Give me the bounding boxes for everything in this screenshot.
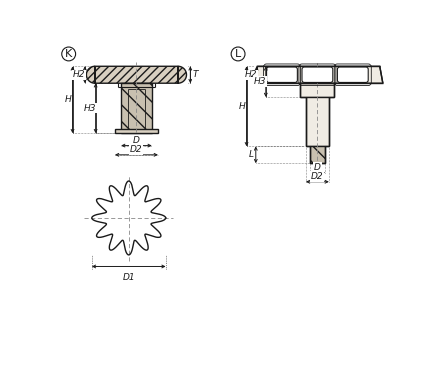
FancyBboxPatch shape: [302, 67, 333, 83]
Text: H: H: [65, 95, 71, 104]
Text: L: L: [249, 150, 254, 159]
Polygon shape: [306, 97, 329, 146]
Text: T: T: [193, 70, 198, 79]
Text: H3: H3: [253, 77, 266, 86]
Text: L: L: [235, 49, 241, 59]
Text: D2: D2: [311, 172, 324, 181]
Text: D1: D1: [123, 273, 135, 282]
Polygon shape: [300, 83, 334, 97]
Text: D: D: [314, 163, 321, 172]
FancyBboxPatch shape: [337, 67, 368, 83]
Text: D2: D2: [130, 145, 143, 154]
Text: H2: H2: [73, 70, 86, 79]
Text: H2: H2: [245, 70, 257, 79]
Text: K: K: [65, 49, 72, 59]
Polygon shape: [86, 66, 187, 83]
Text: H: H: [238, 102, 245, 111]
Polygon shape: [254, 66, 383, 83]
Polygon shape: [115, 129, 158, 133]
Text: D: D: [133, 136, 140, 145]
FancyBboxPatch shape: [266, 67, 297, 83]
Text: H3: H3: [84, 104, 96, 113]
Polygon shape: [310, 146, 325, 163]
Polygon shape: [121, 83, 152, 133]
